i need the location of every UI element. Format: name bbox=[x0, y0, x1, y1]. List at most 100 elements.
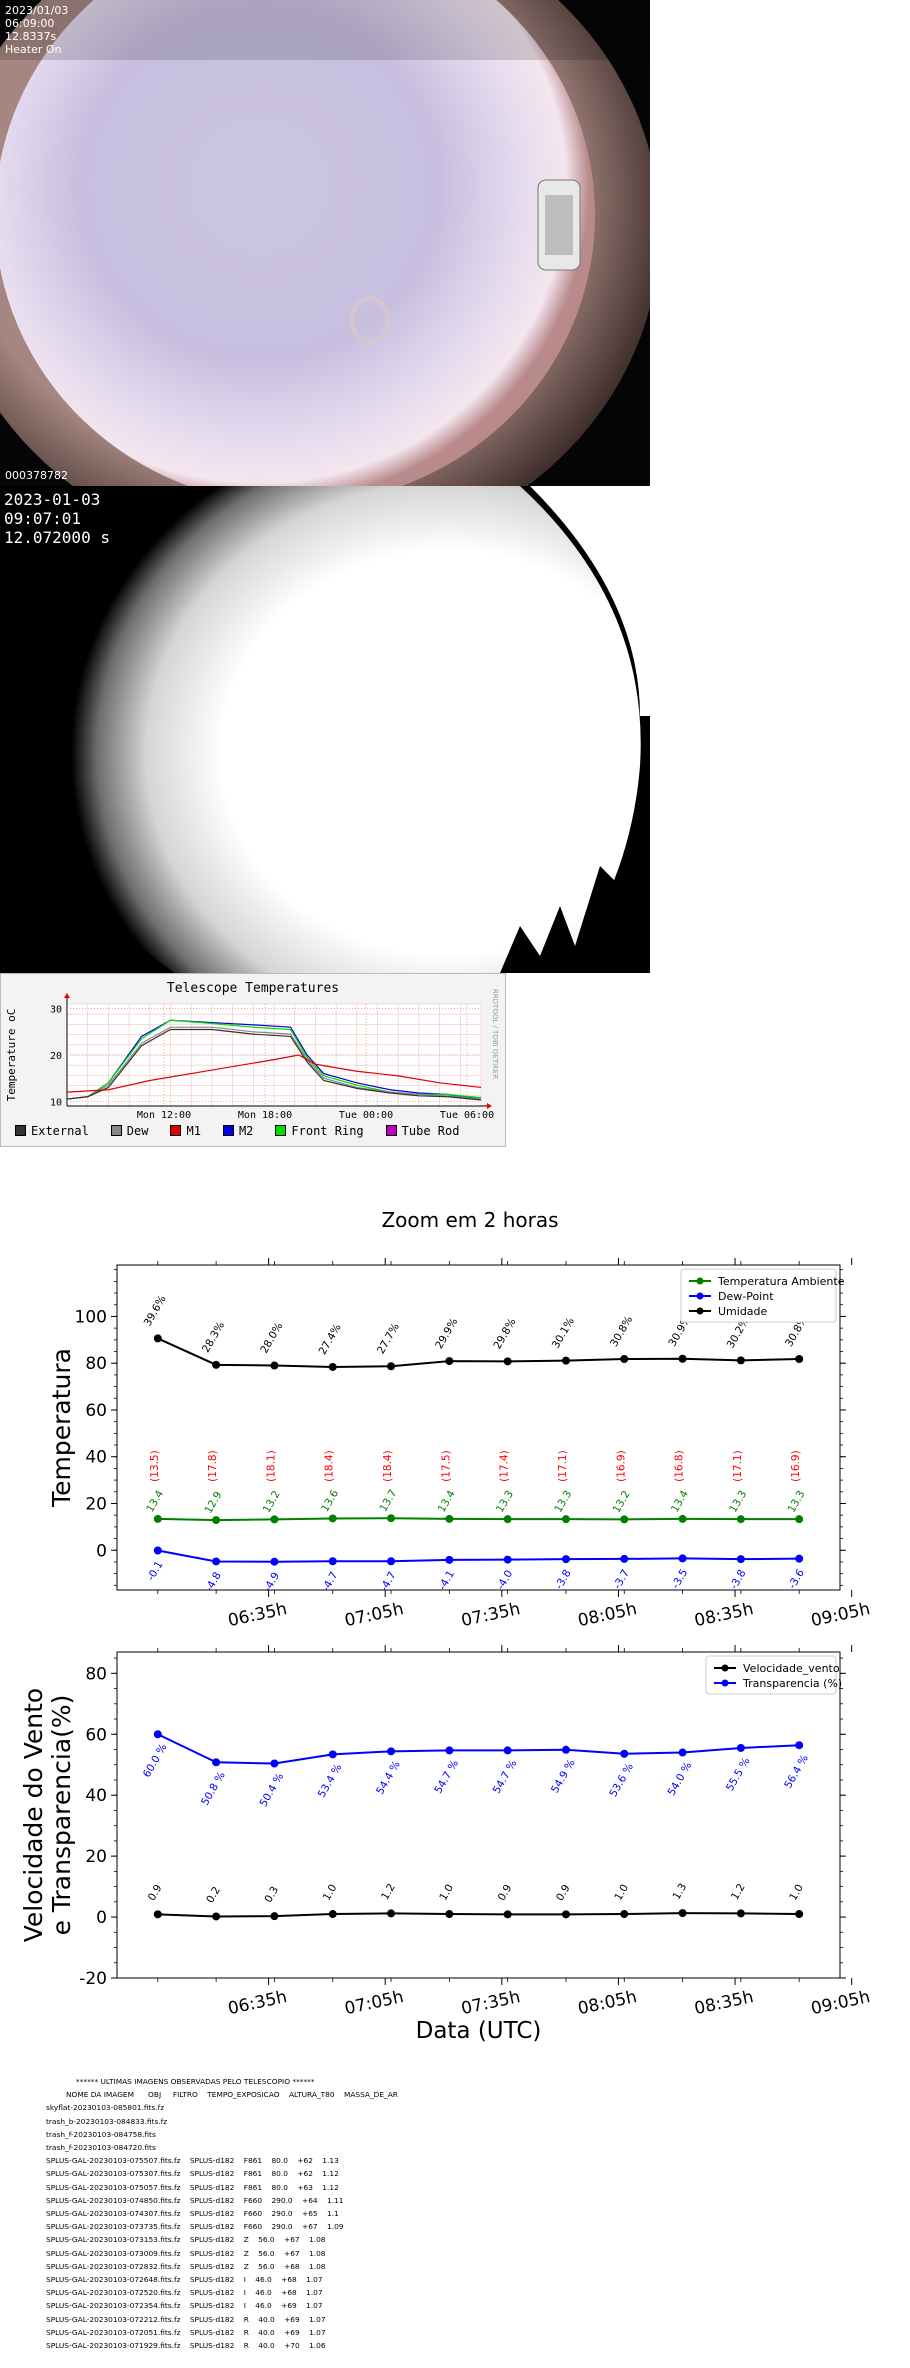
extra-data-label: (18.4) bbox=[324, 1450, 336, 1482]
data-point bbox=[561, 1555, 570, 1564]
temperature-chart: 0 20 40 60 80 100 06:35h 07:05h 07:35h 08:05h 08:3… bbox=[47, 1258, 872, 1630]
data-point bbox=[561, 1515, 570, 1524]
data-label: 50.8 % bbox=[199, 1770, 228, 1808]
data-label: -3.6 bbox=[786, 1567, 807, 1591]
list-rows: skyflat-20230103-085801.fits.fz trash_b-2… bbox=[46, 2101, 646, 2352]
data-label: 54.7 % bbox=[432, 1758, 461, 1796]
legend-label: Tube Rod bbox=[401, 1124, 460, 1138]
data-point bbox=[620, 1749, 629, 1758]
zoom-title: Zoom em 2 horas bbox=[381, 1208, 559, 1232]
y-tick-label: 20 bbox=[50, 1051, 62, 1062]
extra-data-label: (16.8) bbox=[674, 1450, 686, 1482]
x-tick-label: Mon 12:00 bbox=[137, 1110, 191, 1121]
plot-frame bbox=[116, 1264, 841, 1591]
list-item: trash_b-20230103-084833.fits.fz bbox=[46, 2116, 168, 2126]
list-item: SPLUS-GAL-20230103-075307.fits.fz SPLUS-… bbox=[46, 2169, 339, 2179]
series-dew bbox=[66, 1026, 482, 1100]
extra-data-label: (17.8) bbox=[207, 1450, 219, 1482]
legend-label: M2 bbox=[238, 1124, 254, 1138]
data-point bbox=[736, 1743, 745, 1752]
data-label: 1.2 bbox=[379, 1882, 398, 1902]
data-label: 13.7 bbox=[377, 1488, 399, 1514]
frame-id: 000378782 bbox=[5, 469, 68, 482]
legend-label: Umidade bbox=[718, 1305, 768, 1318]
x-tick-label: 06:35h bbox=[226, 1987, 289, 2019]
series-line-2 bbox=[157, 1337, 800, 1368]
legend-label: Temperatura Ambiente bbox=[717, 1275, 845, 1288]
data-label: 54.7 % bbox=[491, 1758, 520, 1796]
x-tick-label: Mon 18:00 bbox=[238, 1110, 292, 1121]
list-item: trash_f-20230103-084758.fits bbox=[46, 2129, 156, 2139]
data-point bbox=[445, 1357, 454, 1366]
legend-marker bbox=[696, 1307, 704, 1315]
x-tick-label: 08:05h bbox=[576, 1987, 639, 2019]
telescope-graph-title: Telescope Temperatures bbox=[167, 981, 339, 996]
legend-swatch bbox=[385, 1125, 397, 1136]
data-point bbox=[503, 1746, 512, 1755]
data-label: 28.0% bbox=[258, 1321, 285, 1356]
legend-item: Front Ring bbox=[275, 1124, 364, 1138]
list-item: SPLUS-GAL-20230103-072648.fits.fz SPLUS-… bbox=[46, 2275, 323, 2285]
y-tick-label: 20 bbox=[85, 1494, 107, 1514]
x-axis-arrow bbox=[487, 1103, 492, 1109]
data-label: 13.4 bbox=[436, 1488, 458, 1515]
x-tick-label: Tue 06:00 bbox=[440, 1110, 494, 1121]
y-tick-label: 10 bbox=[50, 1097, 62, 1108]
data-label: 27.7% bbox=[375, 1321, 402, 1356]
data-point bbox=[387, 1747, 396, 1756]
series-m1 bbox=[66, 1054, 482, 1093]
y-tick-label: 40 bbox=[85, 1448, 107, 1468]
data-label: 13.3 bbox=[727, 1489, 749, 1515]
x-tick-label: 06:35h bbox=[226, 1599, 289, 1630]
data-point bbox=[795, 1554, 804, 1563]
telescope-temperatures-graph: Telescope Temperatures Temperature oC RRDT… bbox=[0, 973, 506, 1147]
data-point bbox=[328, 1910, 337, 1919]
telescope-graph-ylabel: Temperature oC bbox=[5, 1009, 18, 1102]
data-label: 0.9 bbox=[496, 1883, 515, 1903]
legend-item: M2 bbox=[222, 1124, 254, 1138]
legend-item: M1 bbox=[170, 1124, 201, 1138]
data-label: 0.9 bbox=[554, 1883, 573, 1903]
data-point bbox=[503, 1555, 512, 1564]
extra-data-label: (16.9) bbox=[790, 1450, 802, 1482]
data-label: 13.6 bbox=[319, 1488, 341, 1515]
data-point bbox=[678, 1354, 687, 1363]
x-tick-label: 08:35h bbox=[693, 1599, 756, 1630]
data-label: -3.8 bbox=[728, 1568, 749, 1592]
legend-label: Dew bbox=[126, 1124, 149, 1138]
data-point bbox=[445, 1514, 454, 1523]
series-line-0 bbox=[157, 1912, 800, 1918]
data-label: 30.1% bbox=[550, 1316, 577, 1351]
data-label: 53.6 % bbox=[607, 1761, 636, 1799]
data-point bbox=[736, 1356, 745, 1365]
data-label: 0.3 bbox=[262, 1884, 281, 1904]
list-item: SPLUS-GAL-20230103-074307.fits.fz SPLUS-… bbox=[46, 2209, 339, 2219]
data-point bbox=[620, 1554, 629, 1563]
y-axis-arrow bbox=[64, 993, 70, 998]
y-axis-label: e Transparencia(%) bbox=[47, 1695, 76, 1936]
data-label: 1.0 bbox=[437, 1882, 456, 1902]
x-tick-label: 09:05h bbox=[809, 1987, 872, 2019]
x-tick-label: Tue 00:00 bbox=[339, 1110, 393, 1121]
legend-swatch bbox=[170, 1125, 182, 1136]
x-axis-label: Data (UTC) bbox=[416, 2018, 542, 2044]
data-point bbox=[795, 1354, 804, 1363]
legend-box bbox=[705, 1655, 837, 1695]
data-point bbox=[212, 1758, 221, 1767]
capture-date: 2023/01/03 bbox=[5, 4, 69, 17]
list-item: skyflat-20230103-085801.fits.fz bbox=[46, 2103, 165, 2113]
data-label: 13.3 bbox=[786, 1489, 808, 1515]
y-tick-label: 30 bbox=[50, 1005, 62, 1016]
data-label: 53.4 % bbox=[316, 1762, 345, 1800]
legend-marker bbox=[696, 1277, 704, 1285]
allsky-fisheye-photo bbox=[0, 0, 650, 486]
list-item: SPLUS-GAL-20230103-072051.fits.fz SPLUS-… bbox=[46, 2327, 326, 2337]
legend-label: Transparencia (%) bbox=[742, 1677, 842, 1690]
legend-label: M1 bbox=[186, 1124, 201, 1138]
data-point bbox=[795, 1910, 804, 1919]
data-point bbox=[328, 1514, 337, 1523]
data-label: -3.8 bbox=[553, 1568, 574, 1592]
data-point bbox=[503, 1357, 512, 1366]
wind-transparency-chart: -20 0 20 40 60 80 06:35h 07:05h 07:35h 08:05h 08:3… bbox=[19, 1645, 872, 2044]
list-item: SPLUS-GAL-20230103-072520.fits.fz SPLUS-… bbox=[46, 2288, 323, 2298]
